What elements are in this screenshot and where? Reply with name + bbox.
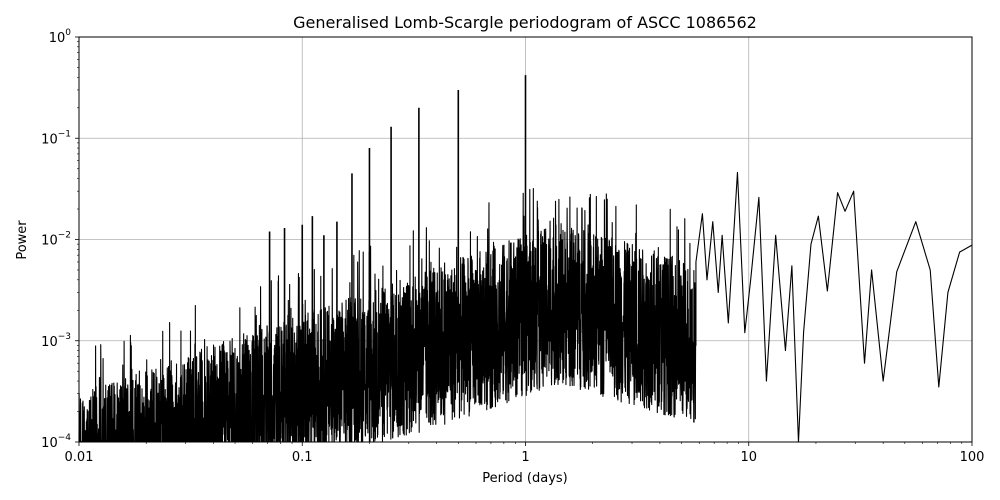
x-tick-label: 1	[521, 450, 529, 465]
x-tick-label: 0.1	[292, 450, 313, 465]
chart-title: Generalised Lomb-Scargle periodogram of …	[293, 13, 757, 32]
y-tick-label: 10−1	[41, 129, 71, 147]
periodogram-trace	[78, 171, 973, 443]
periodogram-line	[78, 75, 973, 443]
y-tick-label: 10−4	[41, 433, 71, 451]
x-axis-ticks: 0.01 0.1 1 10 100	[65, 442, 985, 465]
y-axis-label: Power	[15, 220, 30, 260]
y-tick-label: 10−2	[41, 231, 71, 249]
x-tick-label: 100	[960, 450, 985, 465]
y-tick-label: 100	[49, 28, 72, 46]
y-tick-label: 10−3	[41, 332, 71, 350]
x-axis-label: Period (days)	[482, 471, 568, 486]
y-axis-ticks: 10−4 10−3 10−2 10−1 100	[41, 28, 79, 451]
x-tick-label: 0.01	[65, 450, 94, 465]
x-tick-label: 10	[740, 450, 757, 465]
